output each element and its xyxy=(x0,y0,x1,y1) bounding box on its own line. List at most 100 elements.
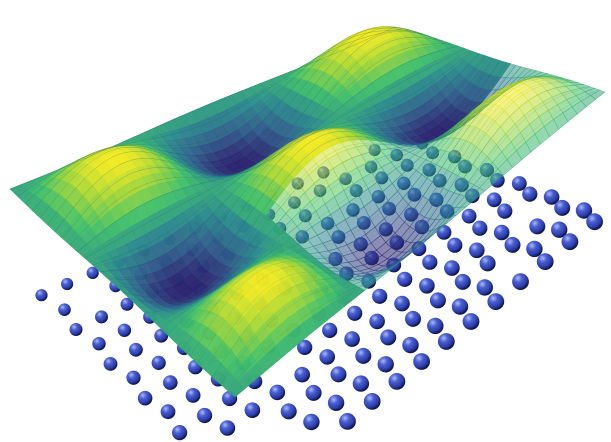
surface-contour-line xyxy=(39,26,424,218)
surface-contour-line xyxy=(227,89,599,391)
atom-sphere xyxy=(493,224,510,241)
surface-contour-line xyxy=(32,27,417,211)
surface-contour-line xyxy=(144,66,522,314)
surface-contour-line xyxy=(17,28,403,197)
atom-sphere xyxy=(397,271,413,287)
atom-sphere xyxy=(92,337,106,351)
atom-sphere xyxy=(269,384,286,401)
atom-sphere xyxy=(280,403,297,420)
atom-sphere xyxy=(454,273,471,290)
atom-sphere xyxy=(172,425,188,441)
surface-contour-line xyxy=(182,75,557,350)
atom-sphere xyxy=(61,277,74,291)
atom-sphere xyxy=(554,199,571,216)
atom-sphere xyxy=(103,357,118,371)
surface-contour-line xyxy=(62,37,445,239)
atom-sphere xyxy=(469,242,485,259)
atom-sphere xyxy=(344,331,360,347)
surface-contour-line xyxy=(189,76,564,357)
atom-sphere xyxy=(394,295,410,312)
surface-contour-line xyxy=(114,58,494,290)
atom-sphere xyxy=(160,404,176,420)
atom-sphere xyxy=(86,266,99,279)
atom-sphere xyxy=(339,413,356,430)
surface-contour-line xyxy=(129,62,508,304)
surface-contour-line xyxy=(54,31,438,232)
atom-sphere xyxy=(575,202,593,219)
atom-sphere xyxy=(35,289,48,302)
atom-sphere xyxy=(487,293,505,310)
atom-sphere xyxy=(185,388,201,403)
atom-sphere xyxy=(462,313,480,330)
atom-sphere xyxy=(543,189,560,205)
atom-sphere xyxy=(126,370,141,385)
atom-sphere xyxy=(294,366,311,383)
surface-contour-line xyxy=(152,68,529,321)
atom-sphere xyxy=(151,355,166,370)
atom-sphere xyxy=(327,394,345,411)
atom-sphere xyxy=(522,186,538,202)
surface-contour-line xyxy=(219,86,592,384)
atom-sphere xyxy=(551,221,568,238)
surface-contour-line xyxy=(92,50,473,266)
atom-sphere xyxy=(427,317,444,335)
atom-sphere xyxy=(461,208,477,224)
atom-sphere xyxy=(536,253,554,270)
atom-sphere xyxy=(451,298,469,315)
atom-sphere xyxy=(347,305,363,321)
atom-sphere xyxy=(529,218,546,235)
surface-contour-line xyxy=(9,26,396,190)
atom-sphere xyxy=(526,240,543,258)
surface-contour-line xyxy=(212,84,585,378)
atom-sphere xyxy=(372,288,388,304)
atom-sphere xyxy=(120,297,134,311)
surface-contour-line xyxy=(47,27,431,225)
atom-sphere xyxy=(512,273,529,290)
atom-sphere xyxy=(586,213,603,231)
surface-contour-line xyxy=(24,30,410,204)
atom-sphere xyxy=(419,278,435,294)
surface-contour-line xyxy=(204,81,578,371)
atom-sphere xyxy=(163,375,178,390)
atom-sphere xyxy=(137,390,153,406)
atom-sphere xyxy=(117,323,132,337)
atom-sphere xyxy=(352,375,370,392)
surface-contour-line xyxy=(167,71,543,336)
atom-sphere xyxy=(95,310,108,324)
atom-sphere xyxy=(405,310,421,327)
atom-sphere xyxy=(129,342,143,357)
surface-contour-line xyxy=(159,70,536,328)
surface-contour-line xyxy=(137,64,515,308)
surface-contour-line xyxy=(69,43,452,246)
atom-sphere xyxy=(377,356,394,373)
potential-surface xyxy=(9,26,606,398)
atom-sphere xyxy=(369,313,385,330)
surface-contour-line xyxy=(107,55,487,281)
surface-contour-line xyxy=(234,91,606,398)
atom-sphere xyxy=(58,303,71,317)
atom-sphere xyxy=(303,413,320,431)
surface-contour-line xyxy=(197,78,571,364)
atom-sphere xyxy=(319,349,336,365)
atom-sphere xyxy=(355,347,372,364)
atom-sphere xyxy=(472,220,488,236)
atom-sphere xyxy=(437,333,455,350)
atom-sphere xyxy=(444,260,460,276)
surface-contour-line xyxy=(84,48,466,259)
atom-sphere xyxy=(69,323,83,336)
atom-sphere xyxy=(197,407,213,424)
atom-sphere xyxy=(305,384,322,401)
atom-sphere xyxy=(219,420,236,436)
atom-sphere xyxy=(447,237,463,253)
surface-patch xyxy=(589,89,606,100)
surface-contour-line xyxy=(99,53,480,272)
atom-sphere xyxy=(413,353,430,370)
atom-sphere xyxy=(363,393,381,410)
atom-sphere xyxy=(422,254,438,270)
atom-sphere xyxy=(504,236,521,253)
atom-sphere xyxy=(380,329,397,346)
atom-sphere xyxy=(561,233,579,251)
atom-sphere xyxy=(497,203,513,219)
atom-sphere xyxy=(297,339,313,355)
